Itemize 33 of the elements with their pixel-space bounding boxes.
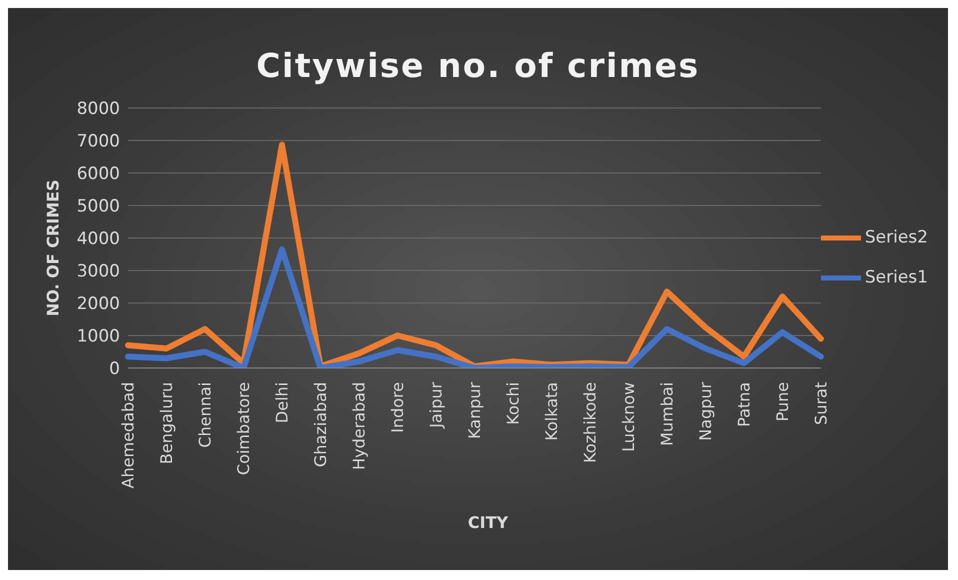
y-axis-title: NO. OF CRIMES: [44, 180, 62, 316]
y-tick-label: 3000: [76, 262, 120, 282]
x-tick-label: Mumbai: [657, 382, 676, 446]
x-tick-label: Patna: [734, 382, 754, 427]
y-tick-label: 4000: [76, 229, 120, 250]
legend-label: Series2: [864, 228, 928, 248]
x-tick-label: Jaipur: [426, 382, 446, 429]
x-tick-label: Delhi: [272, 382, 292, 424]
x-tick-label: Kanpur: [464, 382, 484, 440]
x-tick-label: Indore: [388, 382, 407, 433]
y-tick-label: 8000: [76, 99, 120, 120]
x-tick-label: Nagpur: [696, 382, 715, 441]
y-tick-label: 2000: [76, 294, 120, 314]
x-tick-label: Surat: [811, 382, 830, 425]
x-tick-label: Pune: [772, 382, 792, 422]
y-tick-label: 1000: [76, 326, 120, 347]
x-tick-label: Hyderabad: [349, 382, 368, 470]
legend-label: Series1: [864, 268, 928, 288]
x-tick-label: Ghaziabad: [310, 382, 330, 468]
x-tick-label: Coimbatore: [234, 382, 253, 476]
x-tick-label: Kolkata: [542, 382, 561, 441]
x-tick-label: Lucknow: [618, 382, 638, 452]
x-axis-title: CITY: [466, 513, 510, 532]
x-tick-label: Kochi: [503, 382, 522, 425]
x-tick-label: Kozhikode: [580, 382, 600, 463]
y-tick-label: 5000: [76, 196, 120, 217]
x-tick-label: Bengaluru: [156, 382, 176, 464]
x-tick-label: Ahemedabad: [118, 382, 138, 488]
y-tick-label: 0: [109, 359, 120, 380]
y-tick-label: 7000: [76, 132, 120, 152]
chart-title: Citywise no. of crimes: [255, 46, 701, 85]
x-tick-label: Chennai: [195, 382, 214, 448]
y-tick-label: 6000: [76, 164, 120, 184]
